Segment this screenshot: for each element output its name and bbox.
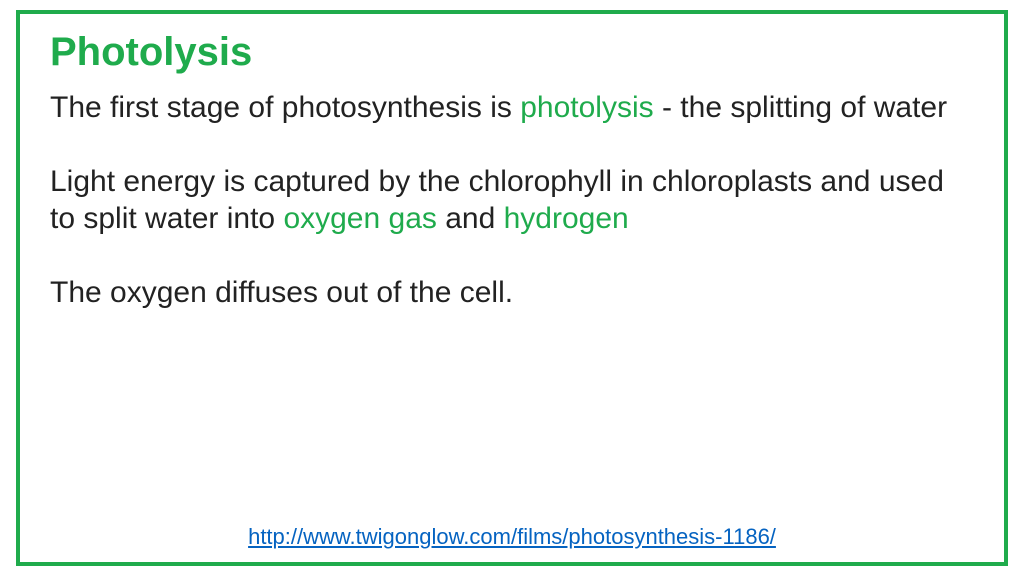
paragraph-2: Light energy is captured by the chloroph… [50,163,974,238]
para2-highlight-hydrogen: hydrogen [504,202,629,235]
slide-title: Photolysis [50,30,974,75]
source-link[interactable]: http://www.twigonglow.com/films/photosyn… [248,524,776,549]
paragraph-3: The oxygen diffuses out of the cell. [50,274,974,312]
link-row: http://www.twigonglow.com/films/photosyn… [50,524,974,550]
para2-mid: and [437,202,504,235]
para2-highlight-oxygen: oxygen gas [283,202,436,235]
para1-pre: The first stage of photosynthesis is [50,91,520,124]
para1-highlight-photolysis: photolysis [520,91,653,124]
paragraph-1: The first stage of photosynthesis is pho… [50,89,974,127]
para1-post: - the splitting of water [654,91,947,124]
slide-frame: Photolysis The first stage of photosynth… [16,10,1008,566]
